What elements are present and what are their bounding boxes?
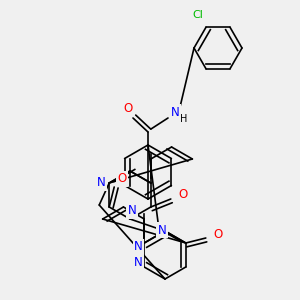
Text: O: O (123, 101, 133, 115)
Text: O: O (118, 172, 127, 185)
Text: N: N (158, 224, 166, 236)
Text: N: N (134, 241, 142, 254)
Text: N: N (171, 106, 179, 118)
Text: N: N (134, 256, 142, 269)
Text: O: O (178, 188, 188, 202)
Text: H: H (180, 114, 188, 124)
Text: Cl: Cl (193, 10, 203, 20)
Text: N: N (97, 176, 106, 190)
Text: O: O (213, 229, 222, 242)
Text: N: N (128, 205, 136, 218)
